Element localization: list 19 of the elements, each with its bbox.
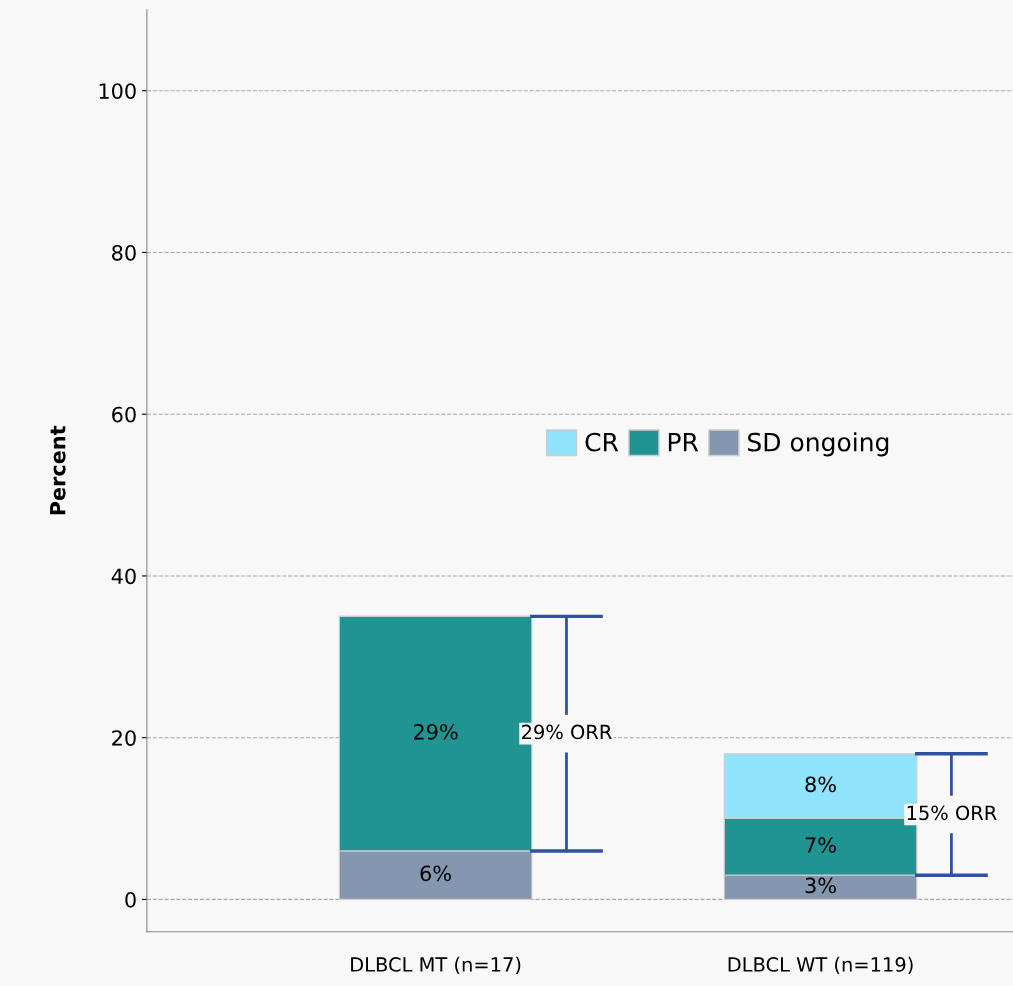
data-label: 29% — [413, 723, 458, 740]
x-tick-label: DLBCL MT (n=17) — [351, 956, 521, 975]
data-label: 6% — [420, 865, 451, 882]
data-label: 3% — [805, 877, 836, 894]
x-tick-label: DLBCL WT (n=119) — [728, 956, 913, 975]
y-tick-label: 40 — [111, 568, 136, 585]
legend-label: PR — [668, 432, 699, 452]
data-label: 8% — [805, 776, 836, 793]
y-tick-label: 20 — [112, 730, 136, 746]
annotation: 15% ORR — [907, 805, 997, 821]
legend-label: CR — [585, 432, 619, 452]
data-label: 7% — [805, 837, 836, 853]
y-tick-label: 60 — [112, 406, 136, 423]
y-axis-title: Percent — [50, 425, 66, 515]
y-tick-label: 80 — [112, 244, 136, 261]
annotation: 29% ORR — [522, 724, 612, 740]
y-tick-label: 100 — [99, 83, 136, 99]
y-tick-label: 0 — [125, 891, 136, 908]
legend-label: SD ongoing — [748, 432, 889, 457]
